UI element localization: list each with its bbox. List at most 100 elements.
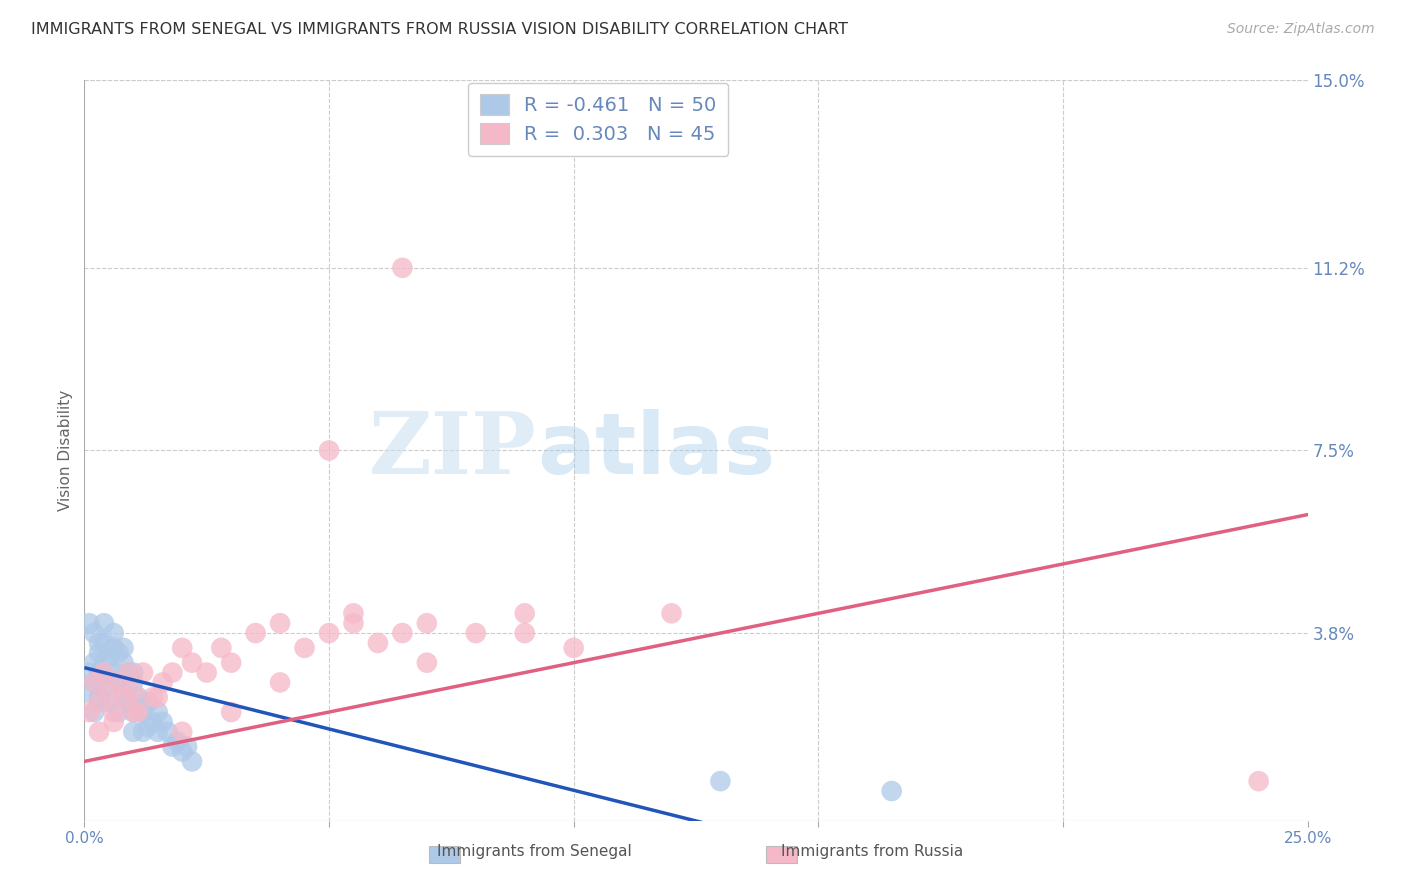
Point — [132, 665, 155, 680]
Point — [77, 685, 100, 699]
Point — [83, 656, 105, 670]
Point — [122, 705, 145, 719]
Point — [87, 665, 110, 680]
Point — [103, 626, 125, 640]
Text: atlas: atlas — [537, 409, 775, 492]
Point — [117, 665, 139, 680]
Point — [103, 705, 125, 719]
Point — [112, 690, 135, 705]
Point — [142, 714, 165, 729]
Point — [661, 607, 683, 621]
Point — [162, 739, 184, 754]
Point — [136, 695, 159, 709]
Point — [127, 690, 149, 705]
Point — [93, 665, 115, 680]
Point — [87, 695, 110, 709]
Point — [103, 665, 125, 680]
Point — [97, 671, 120, 685]
FancyBboxPatch shape — [766, 846, 797, 863]
Point — [122, 665, 145, 680]
Point — [269, 675, 291, 690]
Point — [146, 690, 169, 705]
Point — [97, 685, 120, 699]
Point — [172, 745, 194, 759]
Point — [83, 675, 105, 690]
Point — [107, 675, 129, 690]
Point — [103, 640, 125, 655]
Point — [1247, 774, 1270, 789]
Point — [318, 443, 340, 458]
Text: Source: ZipAtlas.com: Source: ZipAtlas.com — [1227, 22, 1375, 37]
Text: IMMIGRANTS FROM SENEGAL VS IMMIGRANTS FROM RUSSIA VISION DISABILITY CORRELATION : IMMIGRANTS FROM SENEGAL VS IMMIGRANTS FR… — [31, 22, 848, 37]
Text: Immigrants from Russia: Immigrants from Russia — [780, 845, 963, 859]
Point — [142, 690, 165, 705]
Point — [269, 616, 291, 631]
Legend: R = -0.461   N = 50, R =  0.303   N = 45: R = -0.461 N = 50, R = 0.303 N = 45 — [468, 83, 728, 156]
Point — [513, 626, 536, 640]
Point — [93, 636, 115, 650]
Point — [152, 714, 174, 729]
Point — [107, 646, 129, 660]
Point — [464, 626, 486, 640]
Point — [172, 640, 194, 655]
Point — [87, 724, 110, 739]
Point — [709, 774, 731, 789]
Point — [416, 656, 439, 670]
Point — [122, 685, 145, 699]
FancyBboxPatch shape — [429, 846, 460, 863]
Point — [195, 665, 218, 680]
Point — [97, 650, 120, 665]
Point — [209, 640, 232, 655]
Point — [87, 646, 110, 660]
Point — [132, 724, 155, 739]
Point — [87, 690, 110, 705]
Point — [176, 739, 198, 754]
Point — [77, 665, 100, 680]
Point — [77, 705, 100, 719]
Point — [367, 636, 389, 650]
Point — [342, 607, 364, 621]
Point — [294, 640, 316, 655]
Point — [93, 656, 115, 670]
Point — [97, 695, 120, 709]
Point — [162, 665, 184, 680]
Point — [318, 626, 340, 640]
Point — [112, 656, 135, 670]
Point — [562, 640, 585, 655]
Point — [87, 636, 110, 650]
Point — [416, 616, 439, 631]
Point — [122, 705, 145, 719]
Y-axis label: Vision Disability: Vision Disability — [58, 390, 73, 511]
Point — [117, 695, 139, 709]
Point — [245, 626, 267, 640]
Point — [103, 714, 125, 729]
Point — [513, 607, 536, 621]
Point — [107, 675, 129, 690]
Point — [391, 260, 413, 275]
Point — [112, 685, 135, 699]
Point — [181, 656, 204, 670]
Point — [93, 616, 115, 631]
Text: ZIP: ZIP — [370, 409, 537, 492]
Text: Immigrants from Senegal: Immigrants from Senegal — [437, 845, 631, 859]
Point — [127, 705, 149, 719]
Point — [219, 656, 242, 670]
Point — [172, 724, 194, 739]
Point — [219, 705, 242, 719]
Point — [391, 626, 413, 640]
Point — [107, 705, 129, 719]
Point — [93, 681, 115, 695]
Point — [112, 640, 135, 655]
Point — [181, 755, 204, 769]
Point — [146, 705, 169, 719]
Point — [83, 675, 105, 690]
Point — [83, 705, 105, 719]
Point — [136, 720, 159, 734]
Point — [132, 705, 155, 719]
Point — [146, 724, 169, 739]
Point — [342, 616, 364, 631]
Point — [117, 665, 139, 680]
Point — [152, 675, 174, 690]
Point — [156, 724, 179, 739]
Point — [83, 626, 105, 640]
